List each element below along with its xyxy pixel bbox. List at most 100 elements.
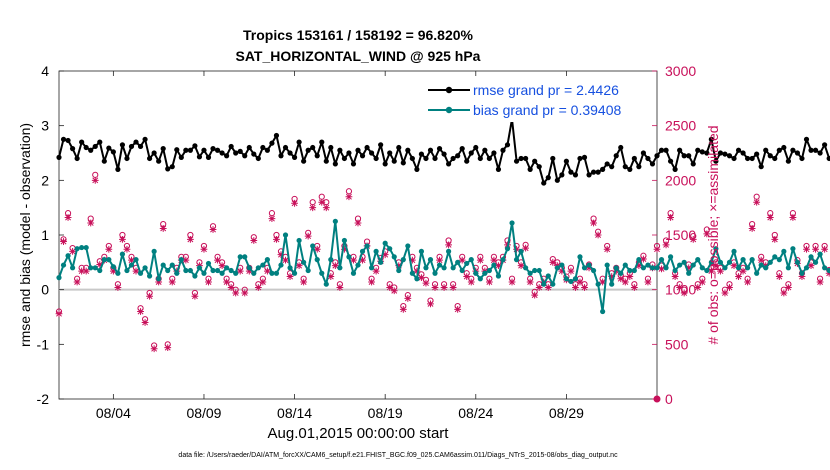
rmse-point <box>169 164 175 170</box>
obs-assimilated-marker <box>55 310 63 318</box>
rmse-point <box>672 166 678 172</box>
bias-point <box>541 281 547 287</box>
rmse-point <box>667 158 674 164</box>
obs-assimilated-marker <box>617 275 625 283</box>
bias-point <box>536 267 542 274</box>
rmse-point <box>713 158 719 164</box>
rmse-point <box>400 160 406 166</box>
obs-assimilated-marker <box>599 278 607 286</box>
obs-assimilated-marker <box>449 284 457 291</box>
bias-point <box>699 265 705 271</box>
bias-point <box>649 265 656 271</box>
obs-assimilated-marker <box>798 273 806 280</box>
rmse-point <box>264 147 270 153</box>
rmse-point <box>373 155 379 162</box>
y-tick-label: 2 <box>41 172 49 188</box>
rmse-point <box>536 164 542 170</box>
obs-assimilated-marker <box>685 264 693 272</box>
rmse-point <box>767 153 773 159</box>
obs-assimilated-marker <box>694 284 702 291</box>
bias-point <box>672 267 678 274</box>
bias-point <box>808 254 814 260</box>
bias-point <box>640 265 647 271</box>
rmse-point <box>532 158 538 164</box>
rmse-point <box>427 147 434 153</box>
rmse-point <box>622 164 628 170</box>
obs-assimilated-marker <box>250 237 258 244</box>
bias-point <box>233 270 239 276</box>
bias-point <box>432 270 438 276</box>
obs-assimilated-marker <box>245 267 253 275</box>
rmse-point <box>396 144 402 151</box>
rmse-point <box>595 169 601 175</box>
rmse-point <box>368 150 375 156</box>
rmse-point <box>541 180 547 186</box>
bias-point <box>604 262 610 268</box>
obs-assimilated-marker <box>82 267 90 275</box>
bias-point <box>468 257 474 263</box>
bias-point <box>654 265 660 271</box>
bias-point <box>405 243 411 249</box>
bias-point <box>60 262 67 268</box>
y-tick-label: 3 <box>41 118 49 134</box>
rmse-point <box>187 147 193 153</box>
rmse-point <box>305 147 311 153</box>
obs-assimilated-marker <box>119 235 126 243</box>
rmse-point <box>658 147 665 153</box>
rmse-point <box>808 147 814 153</box>
rmse-point <box>790 147 796 153</box>
bias-point <box>822 265 828 271</box>
bias-point <box>477 276 483 282</box>
bias-point <box>341 237 348 244</box>
bias-point <box>269 270 275 276</box>
y-tick-label: -1 <box>37 336 50 352</box>
rmse-point <box>495 166 502 172</box>
y-right-tick-label: 2500 <box>665 118 696 134</box>
obs-assimilated-marker <box>698 278 706 286</box>
bias-point <box>291 270 298 276</box>
obs-assimilated-marker <box>123 245 131 253</box>
rmse-point <box>785 158 791 164</box>
obs-assimilated-marker <box>309 204 317 212</box>
obs-assimilated-marker <box>390 287 398 295</box>
x-tick-label: 08/19 <box>368 405 403 421</box>
obs-assimilated-marker <box>345 193 353 201</box>
obs-assimilated-marker <box>105 245 113 253</box>
bias-point <box>731 248 737 254</box>
rmse-point <box>613 153 619 159</box>
obs-assimilated-marker <box>585 264 593 272</box>
obs-assimilated-marker <box>87 219 95 227</box>
y-right-tick-label: 3000 <box>665 63 696 79</box>
rmse-point <box>341 155 348 162</box>
obs-assimilated-marker <box>549 258 557 266</box>
bias-point <box>436 262 443 268</box>
bias-point <box>79 244 85 251</box>
rmse-point <box>228 143 234 150</box>
obs-assimilated-marker <box>508 278 516 286</box>
obs-possible-marker <box>753 193 760 200</box>
rmse-point <box>455 153 461 159</box>
rmse-point <box>260 144 266 151</box>
rmse-point <box>581 154 588 160</box>
rmse-point <box>92 143 98 150</box>
rmse-point <box>794 150 801 156</box>
obs-assimilated-marker <box>395 262 403 270</box>
obs-assimilated-marker <box>164 344 172 352</box>
rmse-point <box>282 144 289 151</box>
obs-assimilated-marker <box>739 267 747 275</box>
obs-assimilated-marker <box>748 225 756 232</box>
legend: rmse grand pr = 2.4426 bias grand pr = 0… <box>422 76 654 122</box>
rmse-point <box>686 153 692 159</box>
obs-assimilated-marker <box>359 256 366 264</box>
obs-assimilated-marker <box>268 215 276 222</box>
rmse-point <box>513 158 520 164</box>
obs-assimilated-marker <box>186 235 194 243</box>
bias-point <box>183 267 189 274</box>
bias-point <box>645 262 651 268</box>
obs-assimilated-marker <box>223 278 231 286</box>
y-right-tick-label: 1500 <box>665 227 696 243</box>
rmse-point <box>450 155 456 162</box>
legend-rmse-label: rmse grand pr = 2.4426 <box>473 82 619 98</box>
